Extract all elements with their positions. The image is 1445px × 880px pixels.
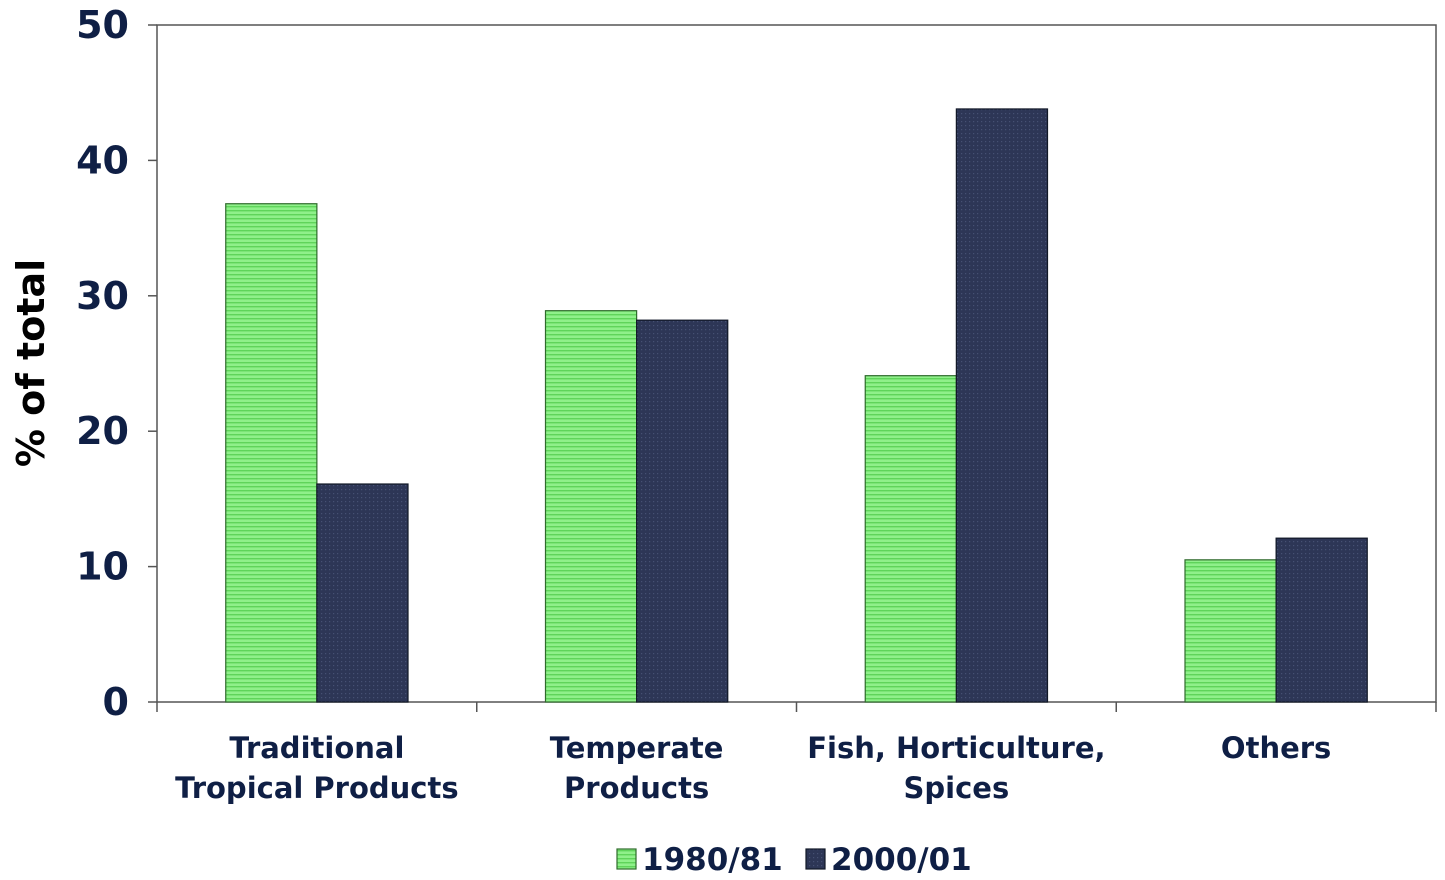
- legend: 1980/81 2000/01: [616, 842, 972, 878]
- bar-1980-81-3: [1184, 559, 1277, 703]
- x-category-label: Others: [1221, 731, 1331, 765]
- y-tick-label: 0: [103, 680, 129, 724]
- x-category-label: Traditional Tropical Products: [175, 731, 459, 805]
- bar-2000-01-2: [955, 108, 1049, 703]
- legend-swatch: [616, 848, 637, 870]
- x-axis-labels: Traditional Tropical Products Temperate Pro…: [175, 731, 1331, 805]
- legend-swatch: [805, 848, 826, 870]
- legend-label: 2000/01: [831, 842, 972, 878]
- bars: [225, 108, 1368, 703]
- axes: [156, 24, 1437, 712]
- y-axis-ticks: 0 10 20 30 40 50: [76, 3, 157, 724]
- x-category-label: Temperate Products: [550, 731, 724, 805]
- bar-2000-01-3: [1275, 537, 1368, 703]
- bar-1980-81-1: [544, 310, 638, 703]
- y-tick-label: 10: [76, 545, 129, 589]
- y-tick-label: 20: [76, 409, 129, 453]
- legend-label: 1980/81: [642, 842, 783, 878]
- y-axis-title: % of total: [9, 259, 53, 467]
- bar-2000-01-1: [636, 319, 729, 703]
- bar-2000-01-0: [316, 483, 409, 703]
- bar-1980-81-0: [225, 203, 318, 703]
- x-category-label: Fish, Horticulture, Spices: [807, 731, 1105, 805]
- y-tick-label: 50: [76, 3, 129, 47]
- y-tick-label: 30: [76, 274, 129, 318]
- bar-1980-81-2: [864, 375, 957, 703]
- y-tick-label: 40: [76, 138, 129, 182]
